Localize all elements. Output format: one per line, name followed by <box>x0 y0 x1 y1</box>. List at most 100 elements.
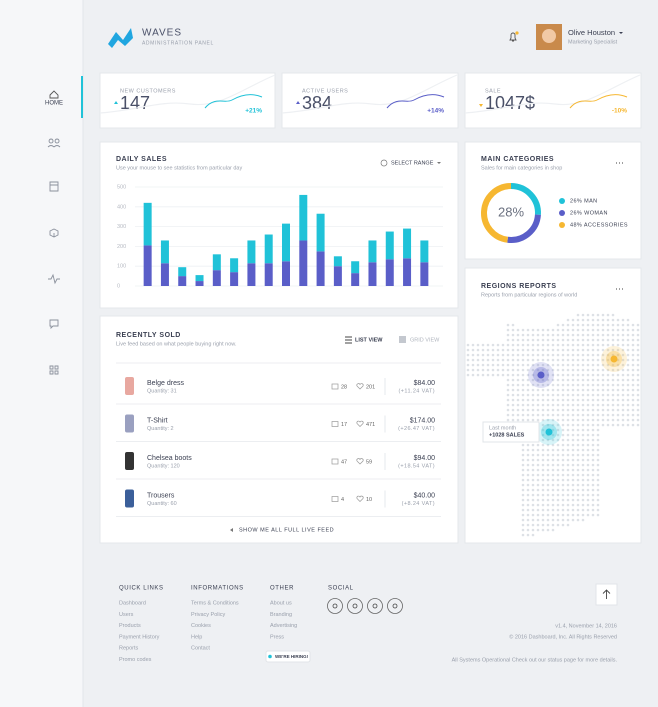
map-dot <box>471 358 475 362</box>
map-dot <box>586 333 590 337</box>
map-dot <box>556 388 560 392</box>
map-dot <box>541 423 545 427</box>
social-button[interactable] <box>327 598 343 614</box>
nav-icon[interactable] <box>49 228 59 238</box>
map-dot <box>606 328 610 332</box>
nav-home-label[interactable]: HOME <box>45 101 63 107</box>
map-dot <box>561 473 565 477</box>
social-button[interactable] <box>387 598 403 614</box>
map-dot <box>561 358 565 362</box>
map-dot <box>581 493 585 497</box>
map-dot <box>586 348 590 352</box>
map-dot <box>566 488 570 492</box>
map-dot <box>521 393 525 397</box>
region-point[interactable] <box>537 371 545 379</box>
map-dot <box>561 368 565 372</box>
user-name[interactable]: Olive Houston <box>568 28 615 37</box>
map-dot <box>476 348 480 352</box>
avatar-face <box>542 29 556 43</box>
grid-view-toggle[interactable]: GRID VIEW <box>410 337 440 343</box>
list-icon[interactable] <box>345 336 352 344</box>
footer-link[interactable]: Terms & Conditions <box>191 600 239 606</box>
map-dot <box>591 473 595 477</box>
social-button[interactable] <box>347 598 363 614</box>
like-icon <box>356 420 364 427</box>
footer-link[interactable]: Help <box>191 634 202 640</box>
map-dot <box>561 343 565 347</box>
list-view-toggle[interactable]: LIST VIEW <box>355 337 383 343</box>
footer-link[interactable]: Contact <box>191 646 210 652</box>
map-dot <box>616 328 620 332</box>
map-dot <box>481 343 485 347</box>
grid-icon[interactable] <box>399 336 406 343</box>
footer-link[interactable]: Payment History <box>119 634 160 640</box>
product-name[interactable]: Chelsea boots <box>147 455 192 462</box>
footer-link[interactable]: Press <box>270 634 284 640</box>
nav-icon[interactable] <box>48 273 60 285</box>
nav-icon[interactable] <box>49 365 59 375</box>
map-dot <box>606 338 610 342</box>
nav-icon[interactable] <box>47 138 61 148</box>
range-icon[interactable] <box>380 159 388 167</box>
map-dot <box>596 483 600 487</box>
map-dot <box>546 413 550 417</box>
footer-link[interactable]: Advertising <box>270 623 297 629</box>
footer-link[interactable]: Cookies <box>191 623 211 629</box>
map-dot <box>591 513 595 517</box>
map-dot <box>561 518 565 522</box>
map-dot <box>586 478 590 482</box>
footer-link[interactable]: Reports <box>119 646 139 652</box>
map-dot <box>561 333 565 337</box>
map-dot <box>586 493 590 497</box>
nav-icon[interactable] <box>49 181 59 192</box>
status[interactable]: All Systems Operational Check out our st… <box>452 657 618 663</box>
donut-segment <box>510 183 541 215</box>
social-button[interactable] <box>367 598 383 614</box>
product-name[interactable]: T-Shirt <box>147 417 168 424</box>
stat-label: ACTIVE USERS <box>302 88 348 94</box>
footer-link[interactable]: Products <box>119 623 141 629</box>
map-dot <box>616 333 620 337</box>
map-dot <box>521 478 525 482</box>
full-feed-link[interactable]: SHOW ME ALL FULL LIVE FEED <box>239 527 334 533</box>
map-dot <box>466 363 470 367</box>
map-dot <box>601 378 605 382</box>
map-dot <box>476 373 480 377</box>
map-dot <box>636 368 640 372</box>
legend-label: 26% WOMAN <box>570 210 608 216</box>
map-dot <box>511 408 515 412</box>
footer-link[interactable]: Promo codes <box>119 657 152 663</box>
map-dot <box>516 418 520 422</box>
map-dot <box>616 418 620 422</box>
map-dot <box>561 408 565 412</box>
nav-icon[interactable] <box>49 319 59 330</box>
region-point[interactable] <box>545 428 553 436</box>
map-dot <box>596 403 600 407</box>
region-point[interactable] <box>610 355 618 363</box>
map-dot <box>606 333 610 337</box>
map-dot <box>526 403 530 407</box>
map-dot <box>581 328 585 332</box>
map-dot <box>621 328 625 332</box>
map-dot <box>586 413 590 417</box>
footer-link[interactable]: Privacy Policy <box>191 612 225 618</box>
footer-link[interactable]: Dashboard <box>119 600 146 606</box>
map-dot <box>541 503 545 507</box>
bell-icon[interactable] <box>509 32 517 42</box>
product-name[interactable]: Trousers <box>147 492 175 499</box>
map-dot <box>526 443 530 447</box>
bar <box>247 263 256 286</box>
footer-link[interactable]: About us <box>270 600 292 606</box>
product-name[interactable]: Belge dress <box>147 380 184 387</box>
footer-link[interactable]: Users <box>119 612 134 618</box>
hiring-badge[interactable] <box>265 650 311 663</box>
map-dot <box>616 393 620 397</box>
footer-link[interactable]: Branding <box>270 612 292 618</box>
user-role: Marketing Specialist <box>568 39 618 45</box>
select-range[interactable]: SELECT RANGE <box>391 160 434 166</box>
map-dot <box>586 323 590 327</box>
map-dot <box>581 343 585 347</box>
map-dot <box>541 388 545 392</box>
map-dot <box>566 498 570 502</box>
nav-home-icon[interactable] <box>49 90 59 99</box>
